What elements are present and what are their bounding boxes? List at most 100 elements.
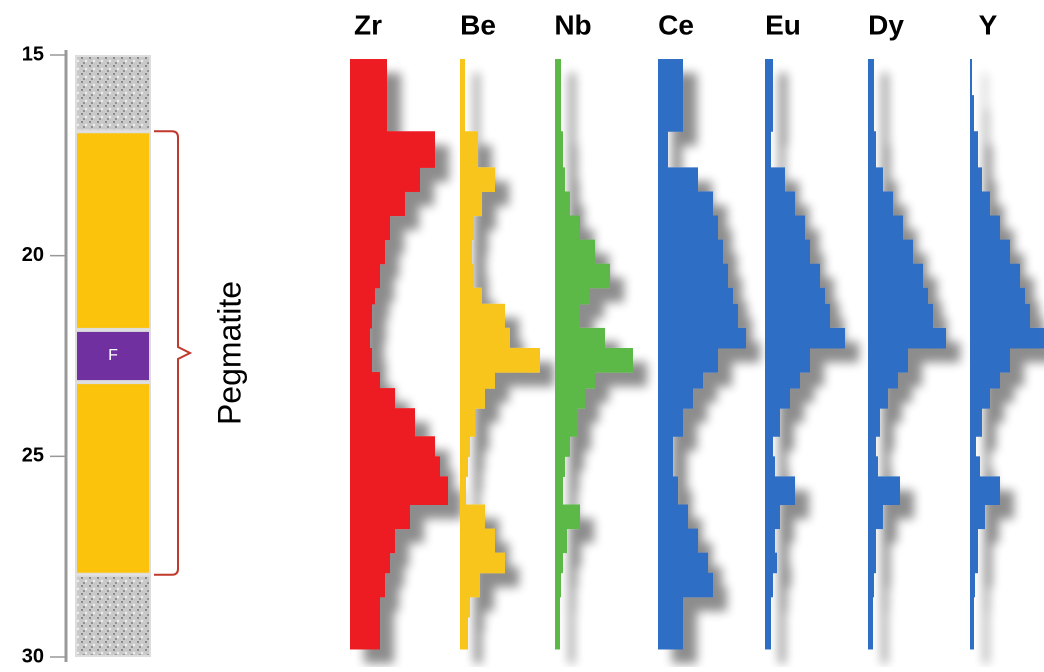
profile-step xyxy=(765,348,810,373)
profile-step xyxy=(765,456,775,477)
profile-step xyxy=(350,131,435,168)
profile-step xyxy=(350,529,395,554)
y-tick-label: 30 xyxy=(22,645,44,667)
profile-step xyxy=(350,328,370,349)
profile-step xyxy=(350,408,415,437)
profile-step xyxy=(765,573,773,598)
profile-step xyxy=(868,553,876,574)
profile-step xyxy=(350,95,387,132)
profile-step xyxy=(555,288,590,305)
profile-step xyxy=(765,504,780,529)
profile-step xyxy=(460,436,470,457)
profile-step xyxy=(460,328,510,349)
profile-step xyxy=(350,288,375,305)
profile-step xyxy=(658,504,688,529)
profile-step xyxy=(658,348,718,373)
profile-step xyxy=(868,131,876,168)
profile-step xyxy=(658,553,708,574)
profile-step xyxy=(970,408,982,437)
lithology-unit xyxy=(76,132,150,329)
profile-step xyxy=(970,304,1030,329)
profile-step xyxy=(555,617,560,650)
profile-step xyxy=(350,617,380,650)
profile-step xyxy=(658,529,698,554)
profile-step xyxy=(658,59,683,96)
profile-step xyxy=(765,288,825,305)
profile-step xyxy=(970,240,1010,265)
profile-step xyxy=(658,216,718,241)
profile-step xyxy=(970,529,978,554)
profile-step xyxy=(460,167,495,192)
bracket-label: Pegmatite xyxy=(211,281,247,425)
profile-step xyxy=(350,573,385,598)
profile-step xyxy=(868,304,933,329)
profile-step xyxy=(765,328,845,349)
profile-step xyxy=(868,348,908,373)
profile-step xyxy=(555,191,570,216)
profile-step xyxy=(868,476,900,505)
profile-step xyxy=(765,553,777,574)
profile-step xyxy=(460,131,478,168)
profile-step xyxy=(658,191,713,216)
y-tick-label: 20 xyxy=(22,244,44,266)
profile-step xyxy=(765,59,773,96)
profile-step xyxy=(460,304,505,329)
profile-step xyxy=(970,216,1000,241)
profile-step xyxy=(555,59,561,96)
profile-step xyxy=(868,388,888,409)
profile-step xyxy=(765,95,773,132)
profile-step xyxy=(765,617,771,650)
profile-step xyxy=(460,240,472,265)
profile-step xyxy=(658,304,738,329)
profile-step xyxy=(555,573,561,598)
profile-step xyxy=(555,388,585,409)
profile-step xyxy=(460,617,468,650)
series-name: Eu xyxy=(765,9,801,40)
profile-step xyxy=(658,436,673,457)
profile-step xyxy=(350,348,372,373)
profile-step xyxy=(868,95,874,132)
profile-step xyxy=(765,388,790,409)
profile-step xyxy=(658,476,678,505)
profile-step xyxy=(970,348,1010,373)
profile-step xyxy=(970,436,976,457)
profile-step xyxy=(765,529,775,554)
profile-step xyxy=(765,476,795,505)
profile-step xyxy=(868,597,873,618)
profile-step xyxy=(555,597,560,618)
profile-step xyxy=(658,264,728,289)
profile-step xyxy=(970,617,974,650)
profile-step xyxy=(460,573,480,598)
profile-step xyxy=(460,372,495,389)
series-name: Y xyxy=(979,9,998,40)
profile-step xyxy=(868,167,883,192)
profile-step xyxy=(555,476,563,505)
profile-step xyxy=(350,504,410,529)
profile-step xyxy=(868,456,878,477)
profile-step xyxy=(868,264,923,289)
profile-step xyxy=(970,597,974,618)
profile-step xyxy=(970,456,980,477)
profile-step xyxy=(765,372,800,389)
profile-step xyxy=(658,167,698,192)
profile-step xyxy=(555,529,567,554)
lithology-unit xyxy=(76,576,150,656)
profile-step xyxy=(555,328,605,349)
profile-step xyxy=(765,408,780,437)
profile-step xyxy=(555,216,580,241)
profile-step xyxy=(555,436,570,457)
series-name: Dy xyxy=(868,9,904,40)
profile-step xyxy=(765,216,805,241)
profile-step xyxy=(350,436,435,457)
profile-step xyxy=(970,264,1020,289)
profile-step xyxy=(350,240,385,265)
lithology-unit xyxy=(76,383,150,574)
profile-step xyxy=(658,372,703,389)
series-name: Ce xyxy=(658,9,694,40)
profile-step xyxy=(350,191,405,216)
series-name: Zr xyxy=(354,9,382,40)
profile-step xyxy=(970,288,1025,305)
profile-step xyxy=(868,288,928,305)
profile-step xyxy=(970,191,990,216)
profile-step xyxy=(970,388,990,409)
